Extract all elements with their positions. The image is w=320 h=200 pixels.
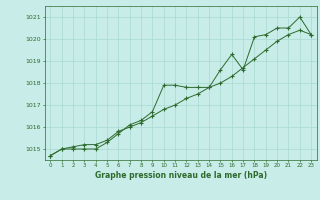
X-axis label: Graphe pression niveau de la mer (hPa): Graphe pression niveau de la mer (hPa): [95, 171, 267, 180]
